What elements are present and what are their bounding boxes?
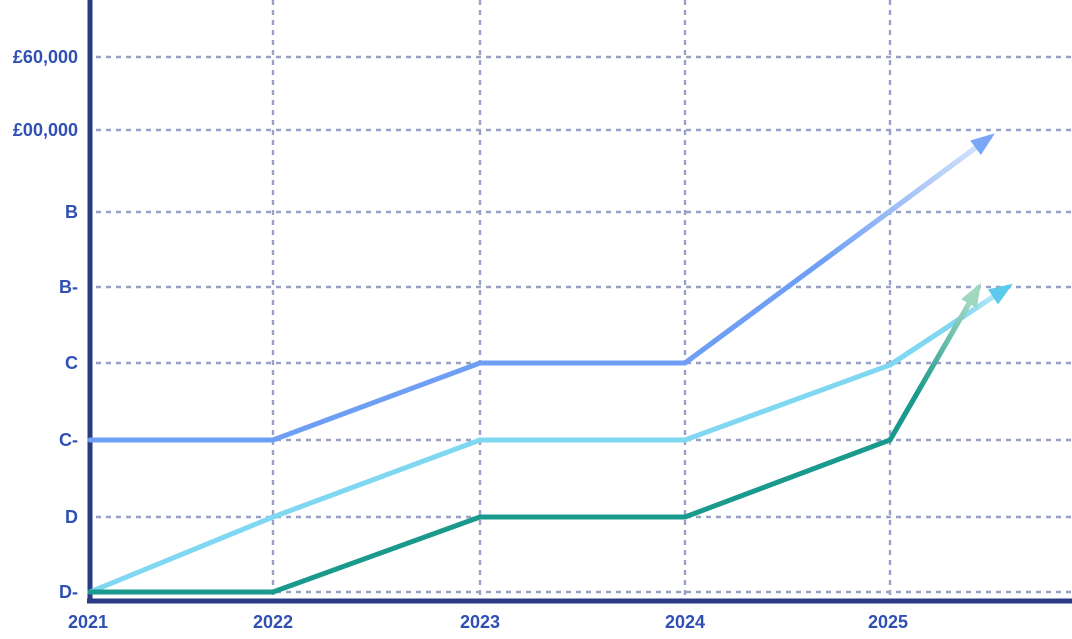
x-axis-tick-label: 2022: [253, 612, 293, 632]
series-blue-line: [87, 134, 993, 443]
y-axis-tick-label: C-: [59, 430, 78, 450]
series-blue-tip-segment: [682, 134, 993, 366]
series-teal-tip-segment: [887, 285, 981, 443]
x-axis-tick-label: 2023: [460, 612, 500, 632]
series-teal-arrowhead-icon: [961, 282, 982, 309]
x-axis-tick-label: 2025: [868, 612, 908, 632]
series-cyan-tip-segment: [887, 284, 1011, 368]
x-axis-tick-label: 2024: [665, 612, 705, 632]
y-axis-tick-label: B-: [59, 277, 78, 297]
y-axis-tick-label: D: [65, 507, 78, 527]
y-axis-tick-label: D-: [59, 582, 78, 602]
series-cyan-arrowhead-icon: [988, 283, 1014, 305]
y-axis-tick-label: B: [65, 202, 78, 222]
y-axis-tick-label: C: [65, 353, 78, 373]
y-axis-tick-label: £00,000: [13, 120, 78, 140]
y-axis-tick-label: £60,000: [13, 47, 78, 67]
series-blue-arrowhead-icon: [970, 133, 995, 155]
x-axis-tick-label: 2021: [68, 612, 108, 632]
